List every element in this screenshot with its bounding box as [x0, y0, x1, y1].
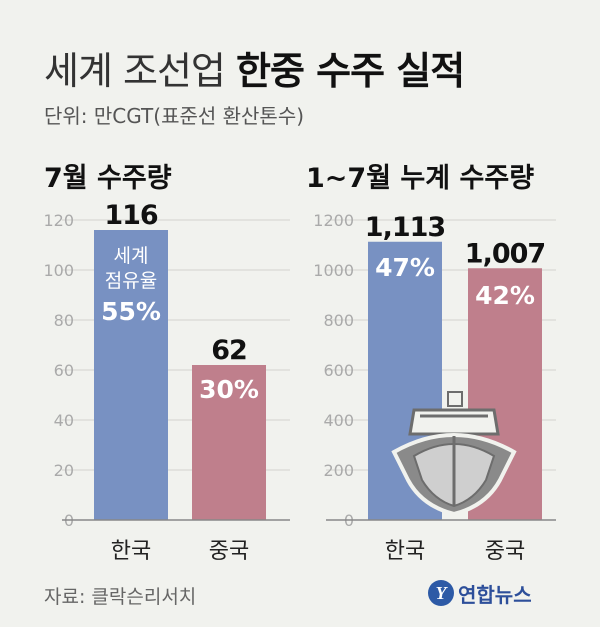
share-label: 42% — [475, 281, 535, 310]
agency-logo: Y 연합뉴스 — [428, 578, 532, 608]
ship-mast — [447, 391, 463, 407]
category-label: 중국 — [485, 539, 525, 564]
logo-mark-icon: Y — [428, 580, 454, 606]
share-label: 30% — [199, 375, 259, 404]
bar-korea — [94, 230, 168, 520]
bar-value-label: 116 — [104, 200, 158, 231]
y-tick-label: 400 — [323, 411, 354, 430]
category-label: 중국 — [209, 539, 249, 564]
y-tick-label: 1000 — [313, 261, 354, 280]
y-tick-label: 20 — [54, 461, 74, 480]
ship-icon — [391, 391, 517, 517]
y-tick-label: 80 — [54, 311, 74, 330]
share-caption: 점유율 — [105, 270, 157, 292]
logo-text: 연합뉴스 — [458, 582, 532, 607]
ship-bridge — [408, 408, 500, 436]
y-tick-label: 1200 — [313, 211, 354, 230]
y-tick-label: 600 — [323, 361, 354, 380]
category-label: 한국 — [111, 539, 151, 564]
category-label: 한국 — [385, 539, 425, 564]
y-tick-label: 60 — [54, 361, 74, 380]
bar-value-label: 62 — [211, 335, 247, 366]
y-tick-label: 40 — [54, 411, 74, 430]
share-caption: 세계 — [114, 245, 149, 267]
bar-value-label: 1,007 — [465, 238, 545, 269]
title-light: 세계 조선업 — [44, 49, 226, 93]
title-bold: 한중 수주 실적 — [235, 49, 465, 93]
left-chart-title: 7월 수주량 — [44, 163, 172, 194]
page-title: 세계 조선업 한중 수주 실적 — [44, 40, 465, 95]
y-tick-label: 200 — [323, 461, 354, 480]
unit-label: 단위: 만CGT(표준선 환산톤수) — [44, 104, 305, 128]
y-tick-label: 120 — [43, 211, 74, 230]
bar-china — [192, 365, 266, 520]
y-tick-label: 800 — [323, 311, 354, 330]
source-label: 자료: 클락슨리서치 — [44, 586, 197, 608]
bar-value-label: 1,113 — [365, 212, 445, 243]
share-label: 55% — [101, 297, 161, 326]
share-label: 47% — [375, 253, 435, 282]
y-tick-label: 100 — [43, 261, 74, 280]
right-chart-title: 1~7월 누계 수주량 — [306, 163, 535, 194]
